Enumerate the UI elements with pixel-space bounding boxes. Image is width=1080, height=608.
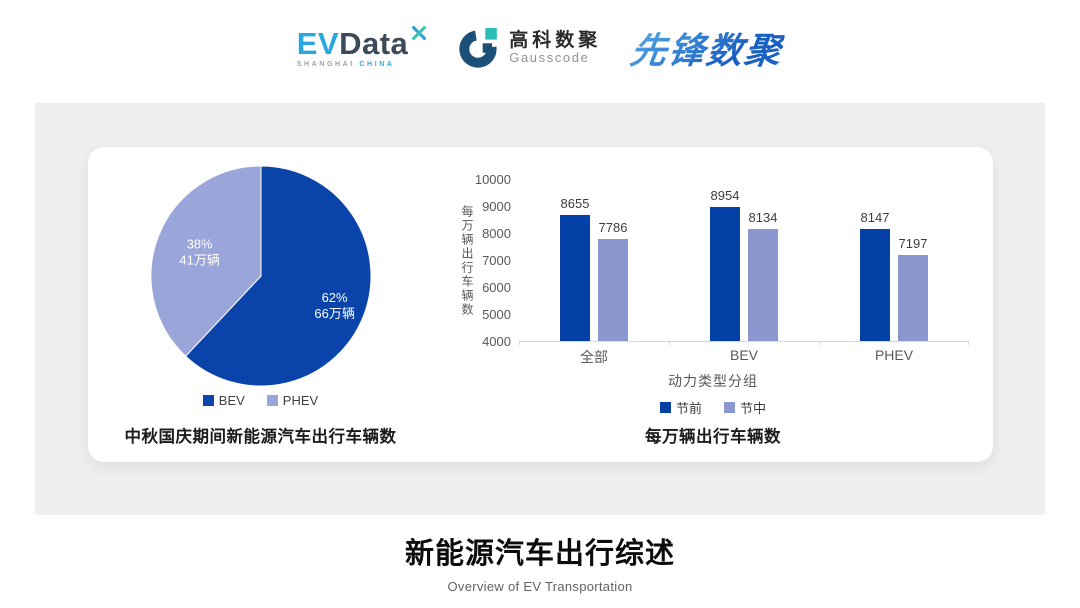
x-tick-mark (669, 341, 670, 345)
legend-item: 节前 (659, 398, 702, 417)
evdata-data-text: Data (339, 26, 409, 61)
bar-caption: 每万辆出行车辆数 (645, 428, 781, 446)
pie-caption: 中秋国庆期间新能源汽车出行车辆数 (124, 428, 397, 446)
evdata-x-icon (412, 26, 427, 40)
bar-value-label: 8954 (710, 188, 740, 203)
evdata-subtitle: SHANGHAI CHINA (297, 61, 429, 68)
legend-swatch (724, 402, 735, 413)
legend-label: BEV (218, 393, 245, 408)
legend-label: 节前 (675, 401, 702, 416)
pie-slice-label: 38% 41万辆 (179, 237, 219, 268)
bar-BEV-节中 (748, 229, 778, 341)
gausscode-cn-text: 高科数聚 (509, 29, 602, 51)
bar-x-axis-label: 动力类型分组 (668, 373, 758, 389)
bar-PHEV-节中 (898, 255, 928, 341)
footer-title: 新能源汽车出行综述 (404, 538, 675, 570)
x-tick-mark (819, 341, 820, 345)
bar-value-label: 7786 (598, 220, 628, 235)
evdata-sub-shanghai: SHANGHAI (296, 61, 355, 68)
pie-section: 62% 66万辆 38% 41万辆 BEV PHEV 中秋国庆期间新能源汽车出行车辆数 (88, 147, 433, 462)
gausscode-icon (459, 28, 498, 68)
bar-BEV-节前 (710, 207, 740, 341)
bar-PHEV-节前 (860, 229, 890, 341)
bar-value-label: 8655 (560, 196, 590, 211)
footer: 新能源汽车出行综述 Overview of EV Transportation (0, 530, 1080, 594)
category-label: BEV (729, 347, 758, 363)
bar-value-label: 8134 (748, 210, 778, 225)
y-tick-label: 4000 (482, 334, 511, 349)
y-tick-label: 6000 (482, 280, 511, 295)
category-label: 全部 (580, 349, 608, 365)
y-tick-label: 7000 (482, 253, 511, 268)
legend-swatch (266, 395, 278, 406)
bar-legend: 节前 节中 (659, 398, 766, 417)
legend-label: 节中 (740, 401, 767, 416)
evdata-wordmark: EV Data (296, 26, 429, 61)
pie-slice-bev (184, 165, 371, 387)
category-label: PHEV (874, 347, 914, 363)
charts-card: 62% 66万辆 38% 41万辆 BEV PHEV 中秋国庆期间新能源汽车出行车辆数 … (88, 147, 993, 462)
legend-swatch (202, 395, 214, 406)
x-tick-mark (968, 341, 969, 345)
bar-value-label: 8147 (860, 210, 890, 225)
evdata-sub-china: CHINA (359, 61, 395, 68)
pie-slice-label: 62% 66万辆 (314, 290, 354, 321)
bar-value-label: 7197 (898, 236, 928, 251)
y-tick-label: 9000 (482, 199, 511, 214)
footer-subtitle: Overview of EV Transportation (447, 579, 633, 594)
legend-swatch (659, 402, 671, 413)
gausscode-logo: 高科数聚 Gausscode (458, 27, 601, 69)
bar-chart: 每万辆出行车辆数 4000 5000 6000 7000 8000 9000 10000 8… (457, 147, 969, 369)
pioneer-text: 先锋数聚 (628, 22, 787, 74)
x-tick-mark (519, 341, 520, 345)
header: EV Data SHANGHAI CHINA 高科数聚 Gausscode (0, 16, 1080, 80)
bar-category-labels: 全部 BEV PHEV (519, 347, 969, 365)
y-tick-label: 8000 (482, 226, 511, 241)
evdata-logo: EV Data SHANGHAI CHINA (296, 26, 429, 68)
content-panel: 62% 66万辆 38% 41万辆 BEV PHEV 中秋国庆期间新能源汽车出行车辆数 … (35, 103, 1045, 515)
bar-plot: 8655 7786 8954 8134 8147 7197 (519, 180, 969, 345)
gausscode-text: 高科数聚 Gausscode (509, 30, 601, 67)
evdata-ev-text: EV (296, 26, 340, 61)
pioneer-logo: 先锋数聚 (628, 22, 786, 74)
pie-slice-phev (150, 165, 261, 357)
y-tick-label: 10000 (474, 172, 511, 187)
pie-chart: 62% 66万辆 38% 41万辆 (150, 165, 371, 387)
y-tick-label: 5000 (482, 307, 511, 322)
pie-legend: BEV PHEV (202, 393, 319, 408)
gausscode-en-text: Gausscode (509, 50, 590, 66)
legend-label: PHEV (282, 393, 319, 408)
bar-y-ticks: 4000 5000 6000 7000 8000 9000 10000 (473, 172, 517, 349)
bar-全部-节前 (560, 215, 590, 341)
bar-y-axis-label: 每万辆出行车辆数 (460, 205, 474, 317)
legend-item: 节中 (724, 398, 766, 417)
legend-item: BEV (202, 393, 245, 408)
bar-全部-节中 (598, 239, 628, 341)
bar-section: 每万辆出行车辆数 4000 5000 6000 7000 8000 9000 10000 8… (433, 147, 993, 462)
legend-item: PHEV (266, 393, 319, 408)
